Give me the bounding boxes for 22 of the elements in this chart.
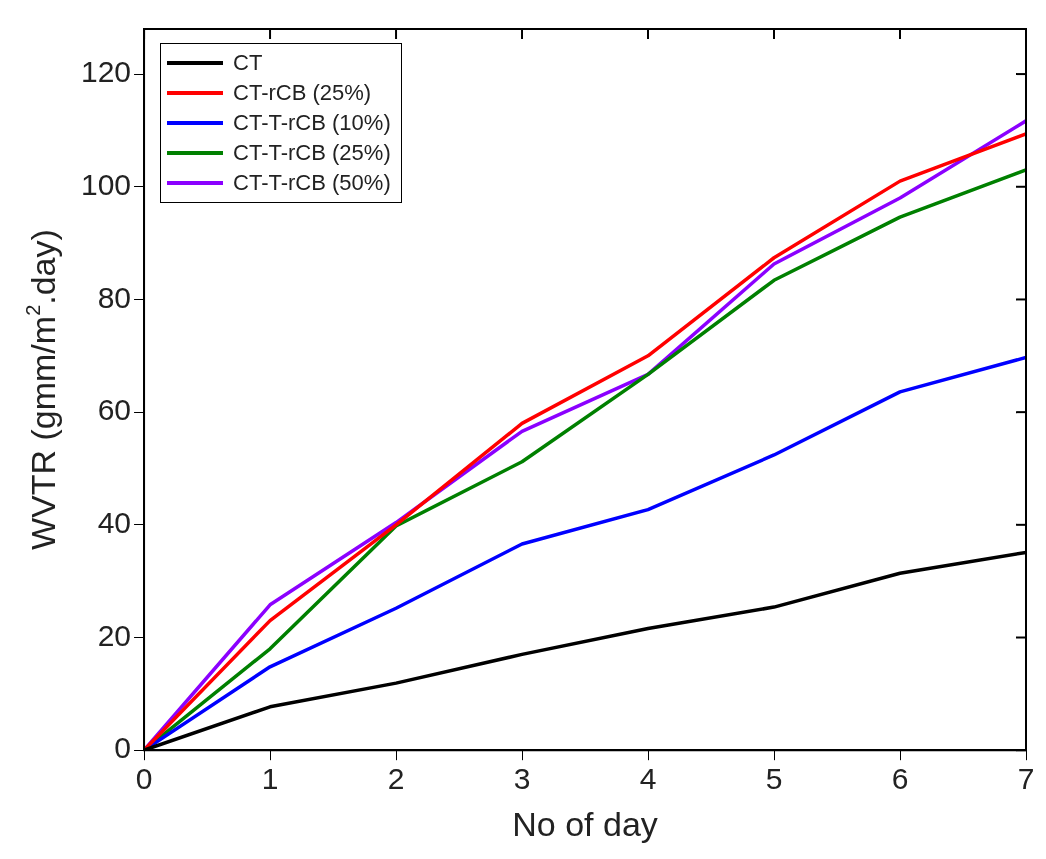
x-tick-label: 0: [135, 762, 153, 796]
y-tick-label: 80: [97, 280, 132, 314]
x-tick-label: 6: [891, 762, 909, 796]
y-tick-label: 60: [97, 393, 132, 427]
x-tick-label: 2: [387, 762, 405, 796]
y-axis-title: WVTR (gmm/m2.day): [21, 229, 63, 551]
x-tick-label: 5: [765, 762, 783, 796]
x-tick-label: 3: [513, 762, 531, 796]
y-tick-label: 20: [97, 618, 132, 652]
y-tick-label: 100: [80, 168, 132, 202]
legend-label: CT-T-rCB (10%): [233, 110, 391, 136]
x-tick-label: 1: [261, 762, 279, 796]
legend-label: CT: [233, 50, 263, 76]
y-tick-label: 0: [114, 731, 132, 765]
legend-label: CT-T-rCB (25%): [233, 140, 391, 166]
x-tick-label: 4: [639, 762, 657, 796]
y-tick-label: 120: [80, 55, 132, 89]
legend-label: CT-rCB (25%): [233, 80, 372, 106]
legend-label: CT-T-rCB (50%): [233, 170, 391, 196]
x-axis-title: No of day: [512, 804, 658, 843]
y-tick-label: 40: [97, 506, 132, 540]
x-tick-label: 7: [1017, 762, 1035, 796]
